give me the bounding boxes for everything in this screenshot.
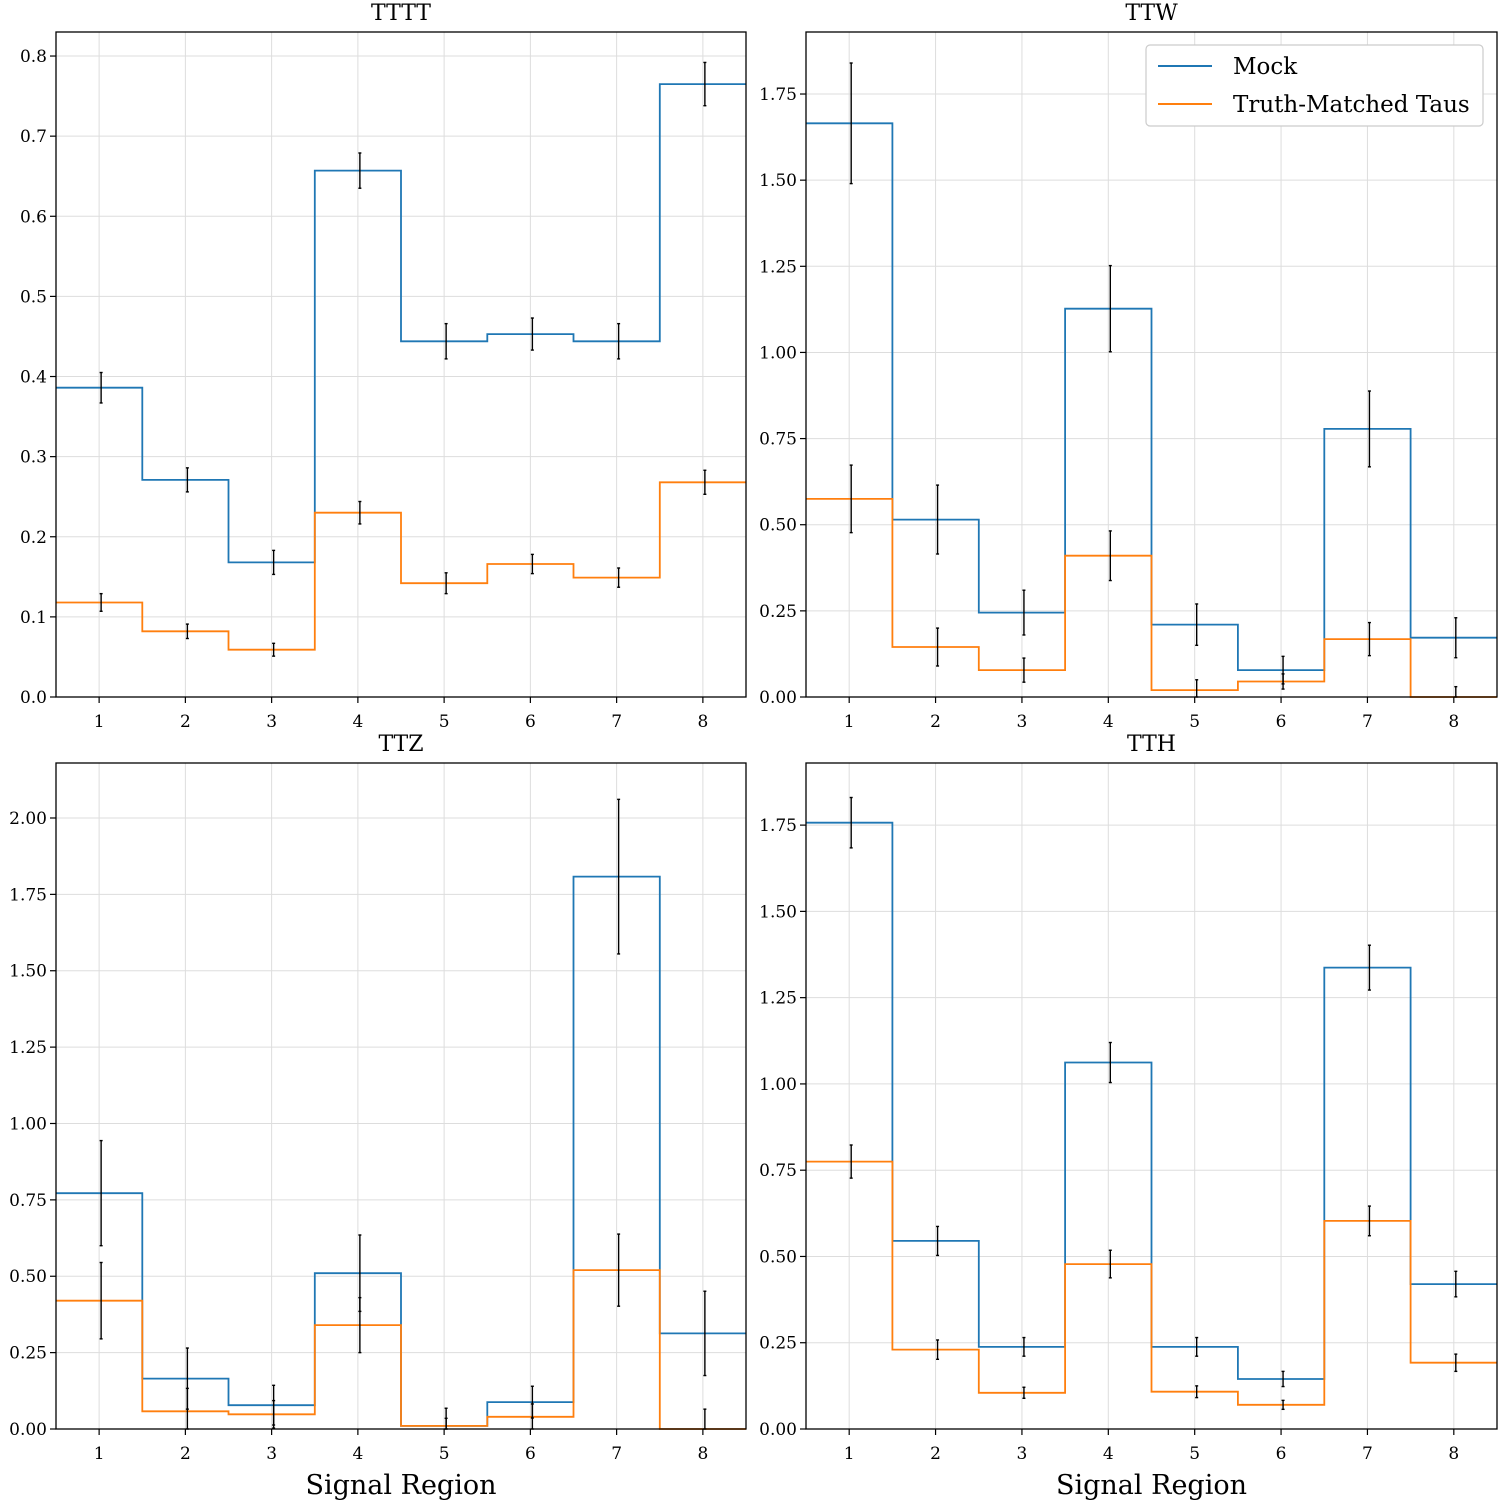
panel-tttt: 1 2 3 4 5 6 7 8 0.0 0.1 0.2 0.3 0.4 0.5 0.6 0.7 0.8 TTTT bbox=[20, 1, 747, 732]
y-tick-label: 1.00 bbox=[759, 1075, 797, 1095]
axes-frame bbox=[55, 31, 747, 698]
x-tick-label: 8 bbox=[697, 1444, 708, 1464]
x-tick-label: 3 bbox=[266, 712, 277, 732]
x-tick-label: 1 bbox=[844, 712, 855, 732]
y-tick-label: 1.75 bbox=[9, 885, 47, 905]
y-tick-label: 0.4 bbox=[20, 368, 47, 388]
x-tick-label: 1 bbox=[94, 1444, 105, 1464]
x-tick-label: 8 bbox=[697, 712, 708, 732]
series-line-mock bbox=[806, 821, 1497, 1380]
x-tick-label: 6 bbox=[525, 1444, 536, 1464]
legend-box bbox=[1145, 44, 1484, 127]
y-tick-label: 1.75 bbox=[759, 85, 797, 105]
y-tick-label: 1.50 bbox=[759, 171, 797, 191]
x-tick-label: 5 bbox=[1189, 712, 1200, 732]
y-tick-label: 0.00 bbox=[759, 1420, 797, 1440]
y-tick-label: 0.6 bbox=[20, 207, 47, 227]
x-axis-label: Signal Region bbox=[1056, 1470, 1247, 1500]
y-tick-label: 0.00 bbox=[759, 688, 797, 708]
x-tick-label: 4 bbox=[1103, 1444, 1114, 1464]
x-tick-label: 1 bbox=[94, 712, 105, 732]
legend: Mock Truth-Matched Taus bbox=[1145, 44, 1484, 127]
x-tick-label: 2 bbox=[180, 712, 191, 732]
panel-tth: 1 2 3 4 5 6 7 8 0.00 0.25 0.50 0.75 1.00 1.25 1.50 1.75… bbox=[759, 732, 1498, 1500]
x-tick-label: 8 bbox=[1448, 1444, 1459, 1464]
y-tick-label: 1.50 bbox=[9, 962, 47, 982]
x-tick-label: 5 bbox=[439, 1444, 450, 1464]
y-tick-label: 1.50 bbox=[759, 902, 797, 922]
y-tick-label: 0.2 bbox=[20, 528, 47, 548]
y-tick-label: 0.0 bbox=[20, 688, 47, 708]
x-tick-label: 4 bbox=[352, 1444, 363, 1464]
y-tick-label: 0.75 bbox=[759, 1161, 797, 1181]
panel-title: TTZ bbox=[378, 732, 423, 757]
x-tick-label: 2 bbox=[180, 1444, 191, 1464]
x-tick-label: 7 bbox=[1362, 712, 1373, 732]
x-tick-label: 6 bbox=[1276, 712, 1287, 732]
series-line-truth-matched-taus bbox=[56, 481, 746, 651]
y-tick-label: 0.00 bbox=[9, 1420, 47, 1440]
series-line-truth-matched-taus bbox=[806, 497, 1497, 698]
panel-ttz: 1 2 3 4 5 6 7 8 0.00 0.25 0.50 0.75 1.00 1.25 1.50 1.75… bbox=[9, 732, 747, 1500]
x-tick-label: 7 bbox=[611, 712, 622, 732]
y-tick-label: 0.50 bbox=[9, 1267, 47, 1287]
x-tick-label: 3 bbox=[266, 1444, 277, 1464]
y-tick-label: 1.00 bbox=[759, 343, 797, 363]
x-tick-label: 1 bbox=[844, 1444, 855, 1464]
axes-frame bbox=[55, 762, 747, 1430]
x-tick-label: 4 bbox=[352, 712, 363, 732]
x-tick-label: 7 bbox=[611, 1444, 622, 1464]
axes-frame bbox=[805, 31, 1498, 698]
y-tick-label: 0.25 bbox=[759, 1334, 797, 1354]
x-tick-label: 5 bbox=[439, 712, 450, 732]
y-tick-label: 1.25 bbox=[9, 1038, 47, 1058]
y-tick-label: 0.50 bbox=[759, 516, 797, 536]
panel-title: TTW bbox=[1125, 1, 1178, 26]
series-line-mock bbox=[56, 83, 746, 564]
panel-title: TTH bbox=[1127, 732, 1176, 757]
x-tick-label: 4 bbox=[1103, 712, 1114, 732]
y-tick-label: 0.8 bbox=[20, 47, 47, 67]
x-tick-label: 3 bbox=[1017, 1444, 1028, 1464]
y-tick-label: 0.75 bbox=[759, 430, 797, 450]
y-tick-label: 0.25 bbox=[759, 602, 797, 622]
y-tick-label: 0.75 bbox=[9, 1191, 47, 1211]
y-tick-label: 0.3 bbox=[20, 448, 47, 468]
x-tick-label: 5 bbox=[1189, 1444, 1200, 1464]
x-tick-label: 3 bbox=[1017, 712, 1028, 732]
x-tick-label: 2 bbox=[930, 1444, 941, 1464]
y-tick-label: 0.1 bbox=[20, 608, 47, 628]
legend-label: Truth-Matched Taus bbox=[1233, 92, 1470, 118]
y-tick-label: 0.5 bbox=[20, 287, 47, 307]
x-tick-label: 7 bbox=[1362, 1444, 1373, 1464]
x-axis-label: Signal Region bbox=[306, 1470, 497, 1500]
axes-frame bbox=[805, 762, 1498, 1430]
x-tick-label: 6 bbox=[1276, 1444, 1287, 1464]
y-tick-label: 2.00 bbox=[9, 809, 47, 829]
legend-label: Mock bbox=[1233, 54, 1298, 80]
x-tick-label: 2 bbox=[930, 712, 941, 732]
series-line-mock bbox=[806, 122, 1497, 671]
y-tick-label: 0.25 bbox=[9, 1344, 47, 1364]
y-tick-label: 1.75 bbox=[759, 816, 797, 836]
y-tick-label: 1.25 bbox=[759, 257, 797, 277]
panel-title: TTTT bbox=[371, 1, 431, 26]
y-tick-label: 0.7 bbox=[20, 127, 47, 147]
y-tick-label: 0.50 bbox=[759, 1247, 797, 1267]
y-tick-label: 1.25 bbox=[759, 989, 797, 1009]
series-line-truth-matched-taus bbox=[56, 1269, 746, 1430]
x-tick-label: 8 bbox=[1448, 712, 1459, 732]
y-tick-label: 1.00 bbox=[9, 1114, 47, 1134]
x-tick-label: 6 bbox=[525, 712, 536, 732]
series-line-truth-matched-taus bbox=[806, 1160, 1497, 1406]
panel-ttw: 1 2 3 4 5 6 7 8 0.00 0.25 0.50 0.75 1.00 1.25 1.50 1.75… bbox=[759, 1, 1498, 732]
